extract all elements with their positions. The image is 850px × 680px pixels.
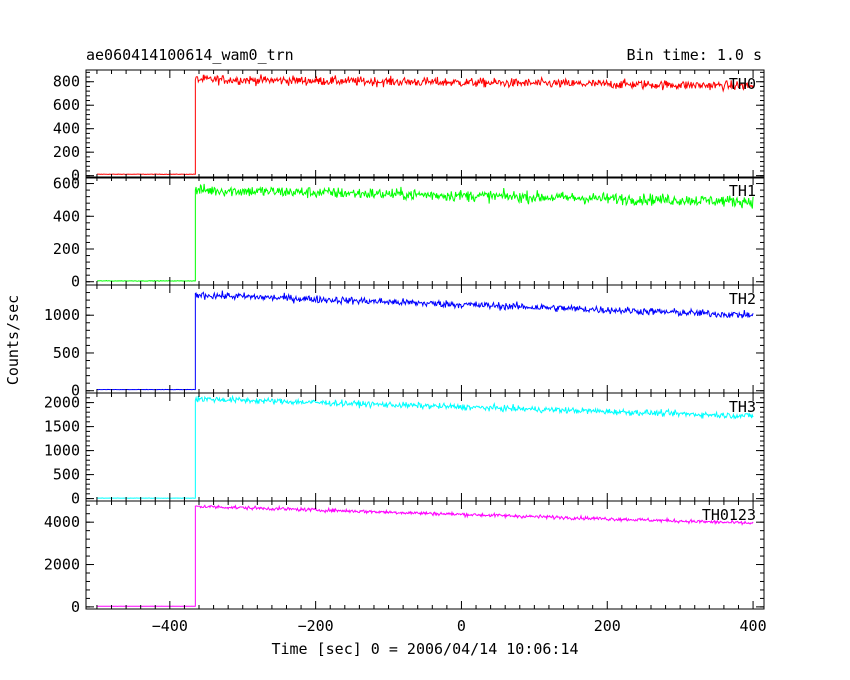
y-tick-label: 4000 xyxy=(44,513,80,531)
y-tick-label: 600 xyxy=(53,96,80,114)
panels-group: 0 200 400 600 800 TH0 0 200 400 600 TH1 0 500 1000 TH2… xyxy=(44,69,765,616)
panel-label: TH1 xyxy=(729,182,756,200)
y-tick-label: 0 xyxy=(71,382,80,400)
y-tick-label: 800 xyxy=(53,73,80,91)
series-line-th0 xyxy=(96,74,754,176)
x-tick-label: −200 xyxy=(298,617,334,635)
y-tick-label: 400 xyxy=(53,207,80,225)
y-tick-label: 1000 xyxy=(44,442,80,460)
panel-frame xyxy=(85,392,765,502)
panel-label: TH3 xyxy=(729,398,756,416)
panel-th0: 0 200 400 600 800 TH0 xyxy=(53,69,765,185)
y-tick-label: 2000 xyxy=(44,394,80,412)
panel-th1: 0 200 400 600 TH1 xyxy=(53,175,765,291)
series-line-th3 xyxy=(96,394,754,499)
y-tick-label: 200 xyxy=(53,143,80,161)
panel-label: TH0 xyxy=(729,75,756,93)
panel-th2: 0 500 1000 TH2 xyxy=(44,284,765,400)
y-tick-label: 0 xyxy=(71,598,80,616)
panel-th0123: 0 2000 4000 TH0123 xyxy=(44,500,765,616)
x-tick-labels: −400 −200 0 200 400 xyxy=(152,617,767,635)
y-tick-label: 0 xyxy=(71,167,80,185)
panel-label: TH0123 xyxy=(702,506,756,524)
series-line-th0123 xyxy=(96,504,754,607)
series-line-th2 xyxy=(96,290,754,391)
y-tick-label: 200 xyxy=(53,240,80,258)
series-line-th1 xyxy=(96,183,754,282)
y-tick-label: 1000 xyxy=(44,306,80,324)
bin-time-label: Bin time: 1.0 s xyxy=(627,46,762,64)
y-tick-label: 1500 xyxy=(44,418,80,436)
x-tick-label: 200 xyxy=(594,617,621,635)
y-tick-label: 0 xyxy=(71,273,80,291)
x-tick-label: 0 xyxy=(457,617,466,635)
y-tick-label: 2000 xyxy=(44,556,80,574)
chart-title: ae060414100614_wam0_trn xyxy=(86,46,294,64)
y-tick-label: 500 xyxy=(53,344,80,362)
y-tick-label: 0 xyxy=(71,490,80,508)
panel-label: TH2 xyxy=(729,290,756,308)
x-axis-title: Time [sec] 0 = 2006/04/14 10:06:14 xyxy=(271,640,578,658)
panel-th3: 0 500 1000 1500 2000 TH3 xyxy=(44,392,765,508)
x-tick-label: 400 xyxy=(740,617,767,635)
y-tick-label: 600 xyxy=(53,175,80,193)
x-tick-label: −400 xyxy=(152,617,188,635)
y-tick-label: 500 xyxy=(53,466,80,484)
panel-frame xyxy=(85,284,765,394)
panel-frame xyxy=(85,500,765,610)
y-axis-title: Counts/sec xyxy=(4,295,22,385)
y-tick-label: 400 xyxy=(53,120,80,138)
